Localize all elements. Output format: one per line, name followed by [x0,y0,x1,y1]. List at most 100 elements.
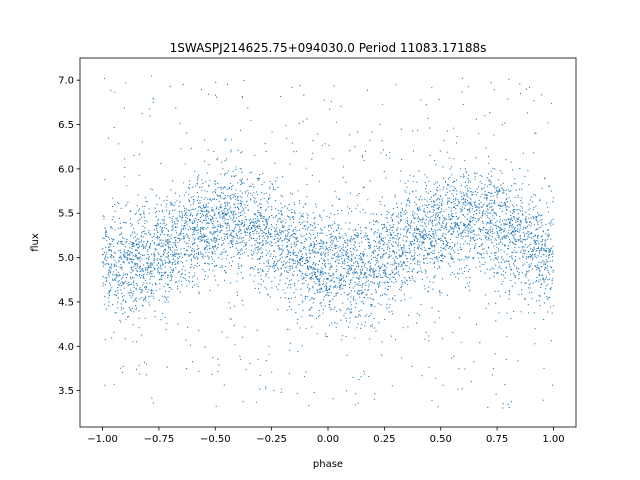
data-point [250,231,252,233]
data-point [227,222,229,224]
data-point [469,202,471,204]
data-point [365,277,367,279]
data-point [465,198,467,201]
data-point [424,198,426,200]
data-point [146,220,148,222]
data-point [130,289,132,291]
data-point [330,239,332,241]
data-point [386,217,388,219]
data-point [120,227,122,229]
data-point [549,306,552,308]
data-point [440,260,442,262]
data-point [542,277,545,279]
data-point [149,263,151,265]
data-point [474,201,476,203]
data-point [328,292,330,294]
data-point [326,291,328,293]
data-point [164,241,166,243]
data-point [453,249,455,251]
data-point [357,234,359,237]
data-point [240,214,242,217]
data-point [277,237,279,239]
data-point [250,192,252,194]
data-point [485,147,487,149]
data-point [364,282,366,284]
data-point [263,228,266,231]
data-point [547,271,549,273]
data-point [353,270,355,272]
data-point [237,199,239,201]
data-point [235,213,237,215]
data-point [242,225,244,227]
data-point [314,223,316,225]
data-point [368,284,370,286]
data-point [499,221,501,223]
data-point [192,215,194,217]
data-point [334,286,336,288]
data-point [270,235,272,238]
data-point [335,292,337,294]
data-point [540,266,543,268]
data-point [184,254,186,256]
data-point [413,268,415,270]
data-point [201,186,203,188]
data-point [295,312,297,314]
data-point [113,266,115,268]
data-point [113,251,115,253]
data-point [316,278,318,280]
data-point [505,159,507,161]
data-point [384,275,386,277]
data-point [117,283,119,285]
data-point [213,260,215,262]
data-point [142,254,144,256]
data-point [410,263,412,265]
data-point [206,245,208,247]
data-point [417,228,419,230]
data-point [220,226,222,228]
data-point [360,315,362,317]
data-point [119,256,121,258]
data-point [125,252,127,254]
data-point [206,241,208,243]
data-point [500,224,502,226]
data-point [164,225,166,227]
data-point [183,182,185,184]
data-point [379,240,381,243]
data-point [133,265,135,268]
data-point [300,250,302,252]
data-point [257,218,259,220]
data-point [410,221,412,223]
data-point [133,231,135,233]
data-point [138,252,140,254]
data-point [107,263,109,265]
data-point [374,221,377,223]
data-point [514,251,517,254]
data-point [513,206,515,208]
data-point [303,262,306,265]
data-point [513,229,516,231]
data-point [164,262,166,264]
data-point [146,291,148,293]
data-point [414,228,416,230]
data-point [270,240,272,242]
data-point [404,221,407,223]
data-point [289,237,291,239]
data-point [237,253,239,255]
data-point [295,241,297,243]
data-point [258,232,260,234]
data-point [450,207,452,209]
data-point [341,252,343,254]
data-point [484,184,486,186]
data-point [341,275,343,277]
data-point [163,285,165,287]
data-point [519,239,521,241]
data-point [154,268,156,270]
data-point [350,240,352,243]
data-point [447,185,449,187]
data-point [171,262,173,264]
data-point [473,248,476,250]
data-point [416,238,418,240]
data-point [444,218,446,220]
data-point [345,252,347,254]
data-point [150,262,152,264]
